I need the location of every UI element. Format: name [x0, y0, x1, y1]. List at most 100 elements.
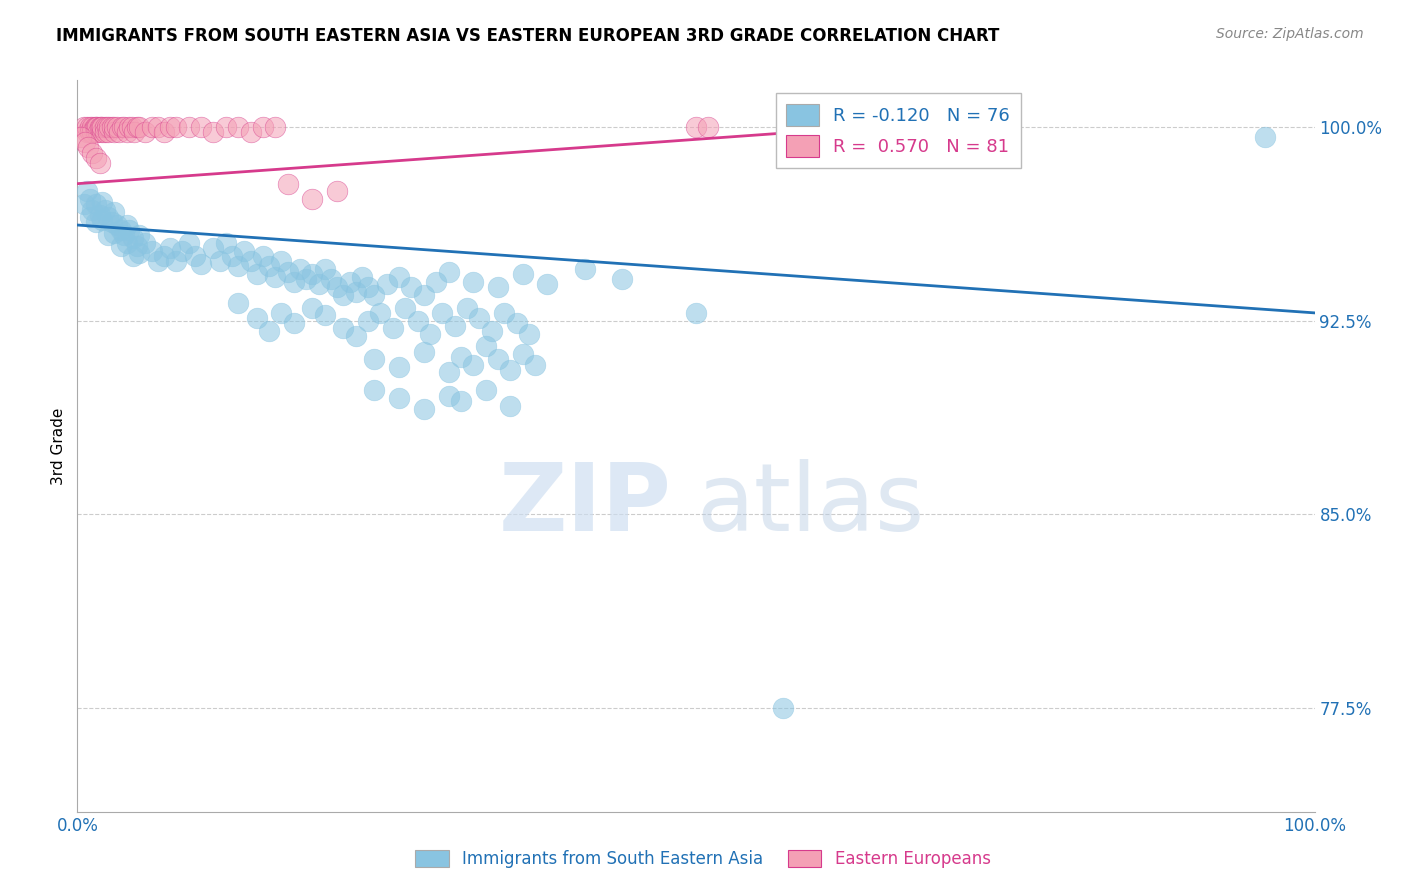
Text: IMMIGRANTS FROM SOUTH EASTERN ASIA VS EASTERN EUROPEAN 3RD GRADE CORRELATION CHA: IMMIGRANTS FROM SOUTH EASTERN ASIA VS EA… — [56, 27, 1000, 45]
Point — [115, 236, 138, 251]
Point — [172, 244, 194, 258]
Point — [610, 272, 633, 286]
Point — [494, 306, 516, 320]
Point — [314, 309, 336, 323]
Point — [112, 120, 135, 134]
Point — [190, 120, 212, 134]
Point — [412, 401, 434, 416]
Point — [146, 254, 169, 268]
Point — [574, 262, 596, 277]
Point — [388, 269, 411, 284]
Point — [524, 358, 547, 372]
Y-axis label: 3rd Grade: 3rd Grade — [51, 408, 66, 484]
Point — [226, 260, 249, 274]
Point — [122, 231, 145, 245]
Legend: Immigrants from South Eastern Asia, Eastern Europeans: Immigrants from South Eastern Asia, East… — [409, 843, 997, 875]
Point — [870, 120, 893, 134]
Point — [87, 125, 110, 139]
Point — [82, 120, 104, 134]
Point — [153, 125, 176, 139]
Point — [344, 329, 367, 343]
Point — [443, 318, 465, 333]
Point — [536, 277, 558, 292]
Point — [103, 226, 125, 240]
Point — [79, 120, 101, 134]
Point — [91, 125, 114, 139]
Point — [118, 223, 141, 237]
Point — [481, 324, 503, 338]
Point — [79, 192, 101, 206]
Point — [350, 269, 373, 284]
Point — [425, 275, 447, 289]
Text: ZIP: ZIP — [498, 458, 671, 550]
Point — [301, 301, 323, 315]
Point — [896, 125, 918, 139]
Text: Source: ZipAtlas.com: Source: ZipAtlas.com — [1216, 27, 1364, 41]
Point — [474, 384, 496, 398]
Point — [79, 125, 101, 139]
Point — [110, 223, 132, 237]
Point — [153, 249, 176, 263]
Point — [105, 120, 128, 134]
Point — [122, 125, 145, 139]
Point — [190, 257, 212, 271]
Point — [177, 120, 200, 134]
Point — [432, 306, 454, 320]
Point — [412, 287, 434, 301]
Point — [208, 254, 231, 268]
Point — [437, 264, 460, 278]
Point — [1254, 130, 1277, 145]
Point — [339, 275, 361, 289]
Point — [257, 324, 280, 338]
Point — [84, 215, 107, 229]
Point — [252, 249, 274, 263]
Point — [388, 391, 411, 405]
Point — [283, 275, 305, 289]
Point — [685, 120, 707, 134]
Point — [108, 125, 131, 139]
Point — [270, 254, 292, 268]
Point — [401, 280, 423, 294]
Point — [257, 260, 280, 274]
Point — [288, 262, 311, 277]
Point — [125, 238, 148, 252]
Point — [159, 120, 181, 134]
Point — [512, 347, 534, 361]
Point — [84, 151, 107, 165]
Point — [82, 202, 104, 217]
Point — [375, 277, 398, 292]
Point — [73, 136, 96, 150]
Point — [101, 215, 124, 229]
Point — [499, 363, 522, 377]
Point — [110, 238, 132, 252]
Point — [474, 339, 496, 353]
Point — [83, 120, 105, 134]
Point — [134, 125, 156, 139]
Point — [283, 316, 305, 330]
Point — [858, 120, 880, 134]
Point — [215, 120, 238, 134]
Point — [121, 120, 143, 134]
Point — [90, 120, 112, 134]
Point — [93, 202, 115, 217]
Point — [91, 212, 114, 227]
Point — [82, 145, 104, 160]
Point — [332, 287, 354, 301]
Point — [685, 306, 707, 320]
Point — [344, 285, 367, 300]
Point — [412, 344, 434, 359]
Text: atlas: atlas — [696, 458, 924, 550]
Point — [115, 125, 138, 139]
Point — [84, 197, 107, 211]
Point — [165, 120, 187, 134]
Point — [772, 701, 794, 715]
Point — [82, 125, 104, 139]
Point — [128, 228, 150, 243]
Point — [264, 120, 287, 134]
Point — [118, 120, 141, 134]
Point — [141, 244, 163, 258]
Point — [239, 254, 262, 268]
Point — [505, 316, 527, 330]
Point — [486, 280, 509, 294]
Point — [450, 393, 472, 408]
